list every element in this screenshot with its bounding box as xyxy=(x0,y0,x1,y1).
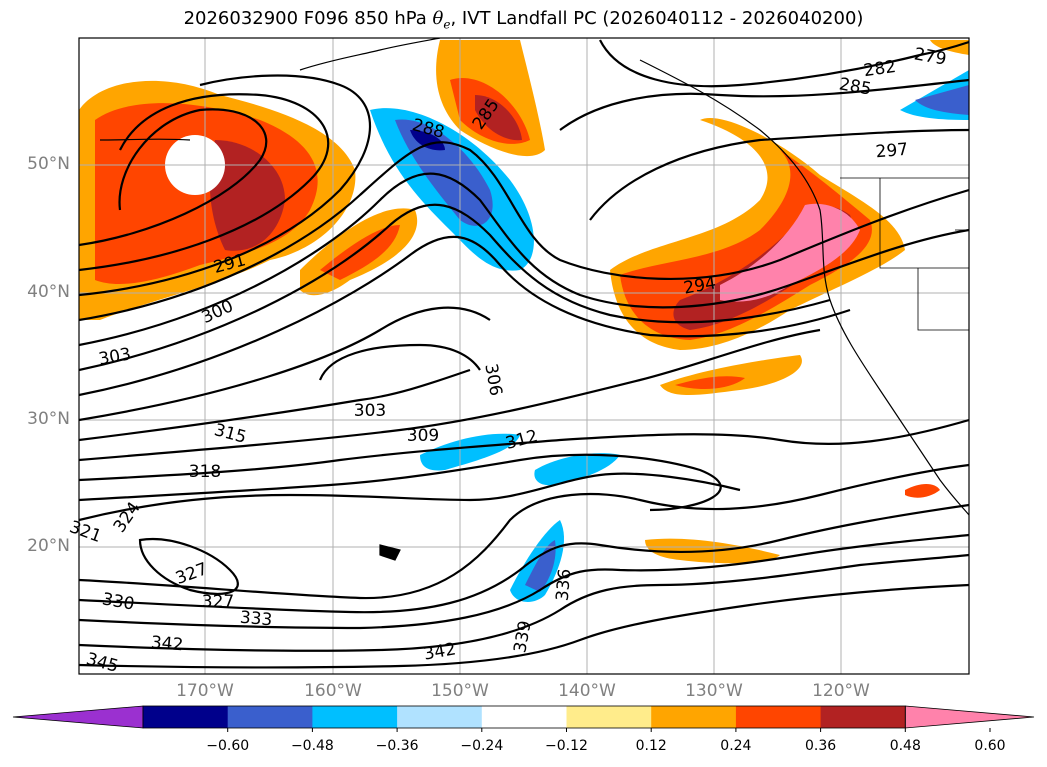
lon-label: 130°W xyxy=(685,681,743,701)
lon-label: 160°W xyxy=(304,681,362,701)
colorbar-extend-low xyxy=(12,705,144,729)
contour-label: 282 xyxy=(862,57,897,81)
colorbar-tick-label: −0.60 xyxy=(206,738,250,754)
colorbar-segment xyxy=(566,706,652,728)
lat-label: 50°N xyxy=(27,154,70,174)
contour-label: 309 xyxy=(407,426,439,446)
colorbar-segment xyxy=(735,706,822,728)
negative-anomaly-subtropical-1 xyxy=(420,433,520,471)
contour-label: 333 xyxy=(239,608,273,631)
colorbar-extend-high xyxy=(904,705,1035,729)
colorbar-tick-label: 0.48 xyxy=(889,738,921,754)
colorbar-tick-label: −0.24 xyxy=(460,738,504,754)
lon-label: 150°W xyxy=(431,681,489,701)
contour-label: 336 xyxy=(553,568,576,602)
political-boundaries xyxy=(840,177,969,331)
negative-anomaly-subtropical-3 xyxy=(510,520,565,602)
lat-label: 30°N xyxy=(27,409,70,429)
graticule xyxy=(79,38,969,674)
colorbar xyxy=(12,705,1035,732)
colorbar-segment xyxy=(481,706,567,728)
lat-label: 20°N xyxy=(27,536,70,556)
lat-label: 40°N xyxy=(27,282,70,302)
map-border xyxy=(78,37,970,675)
colorbar-segment xyxy=(227,706,313,728)
contour-label: 318 xyxy=(189,462,221,482)
contour-label: 303 xyxy=(354,401,386,421)
colorbar-tick-label: 0.60 xyxy=(974,738,1006,754)
positive-anomaly-bering-core xyxy=(209,140,285,251)
colorbar-tick-label: −0.36 xyxy=(375,738,419,754)
map-title: 2026032900 F096 850 hPa θe, IVT Landfall… xyxy=(183,8,864,32)
colorbar-tick-label: 0.12 xyxy=(635,738,667,754)
lon-label: 120°W xyxy=(812,681,870,701)
theta-e-contours xyxy=(79,39,969,669)
contour-label: 342 xyxy=(150,633,184,656)
lon-label: 170°W xyxy=(176,681,234,701)
colorbar-segment xyxy=(820,706,906,728)
lon-label: 140°W xyxy=(558,681,616,701)
coastlines xyxy=(99,38,969,561)
contour-label: 327 xyxy=(202,592,234,612)
contour-label: 297 xyxy=(875,140,909,163)
negative-anomaly-gulf-inner xyxy=(395,119,493,226)
peak-anomaly-landfall xyxy=(720,203,860,302)
colorbar-segment xyxy=(651,706,737,728)
colorbar-tick-label: 0.36 xyxy=(805,738,837,754)
colorbar-segment xyxy=(312,706,398,728)
negative-anomaly-subtropical-2 xyxy=(534,453,620,486)
colorbar-tick-label: 0.24 xyxy=(720,738,752,754)
colorbar-tick-label: −0.12 xyxy=(545,738,588,754)
colorbar-segment xyxy=(397,706,483,728)
colorbar-tick-label: −0.48 xyxy=(290,738,334,754)
shaded-fields xyxy=(79,40,969,602)
colorbar-segment xyxy=(143,706,229,728)
